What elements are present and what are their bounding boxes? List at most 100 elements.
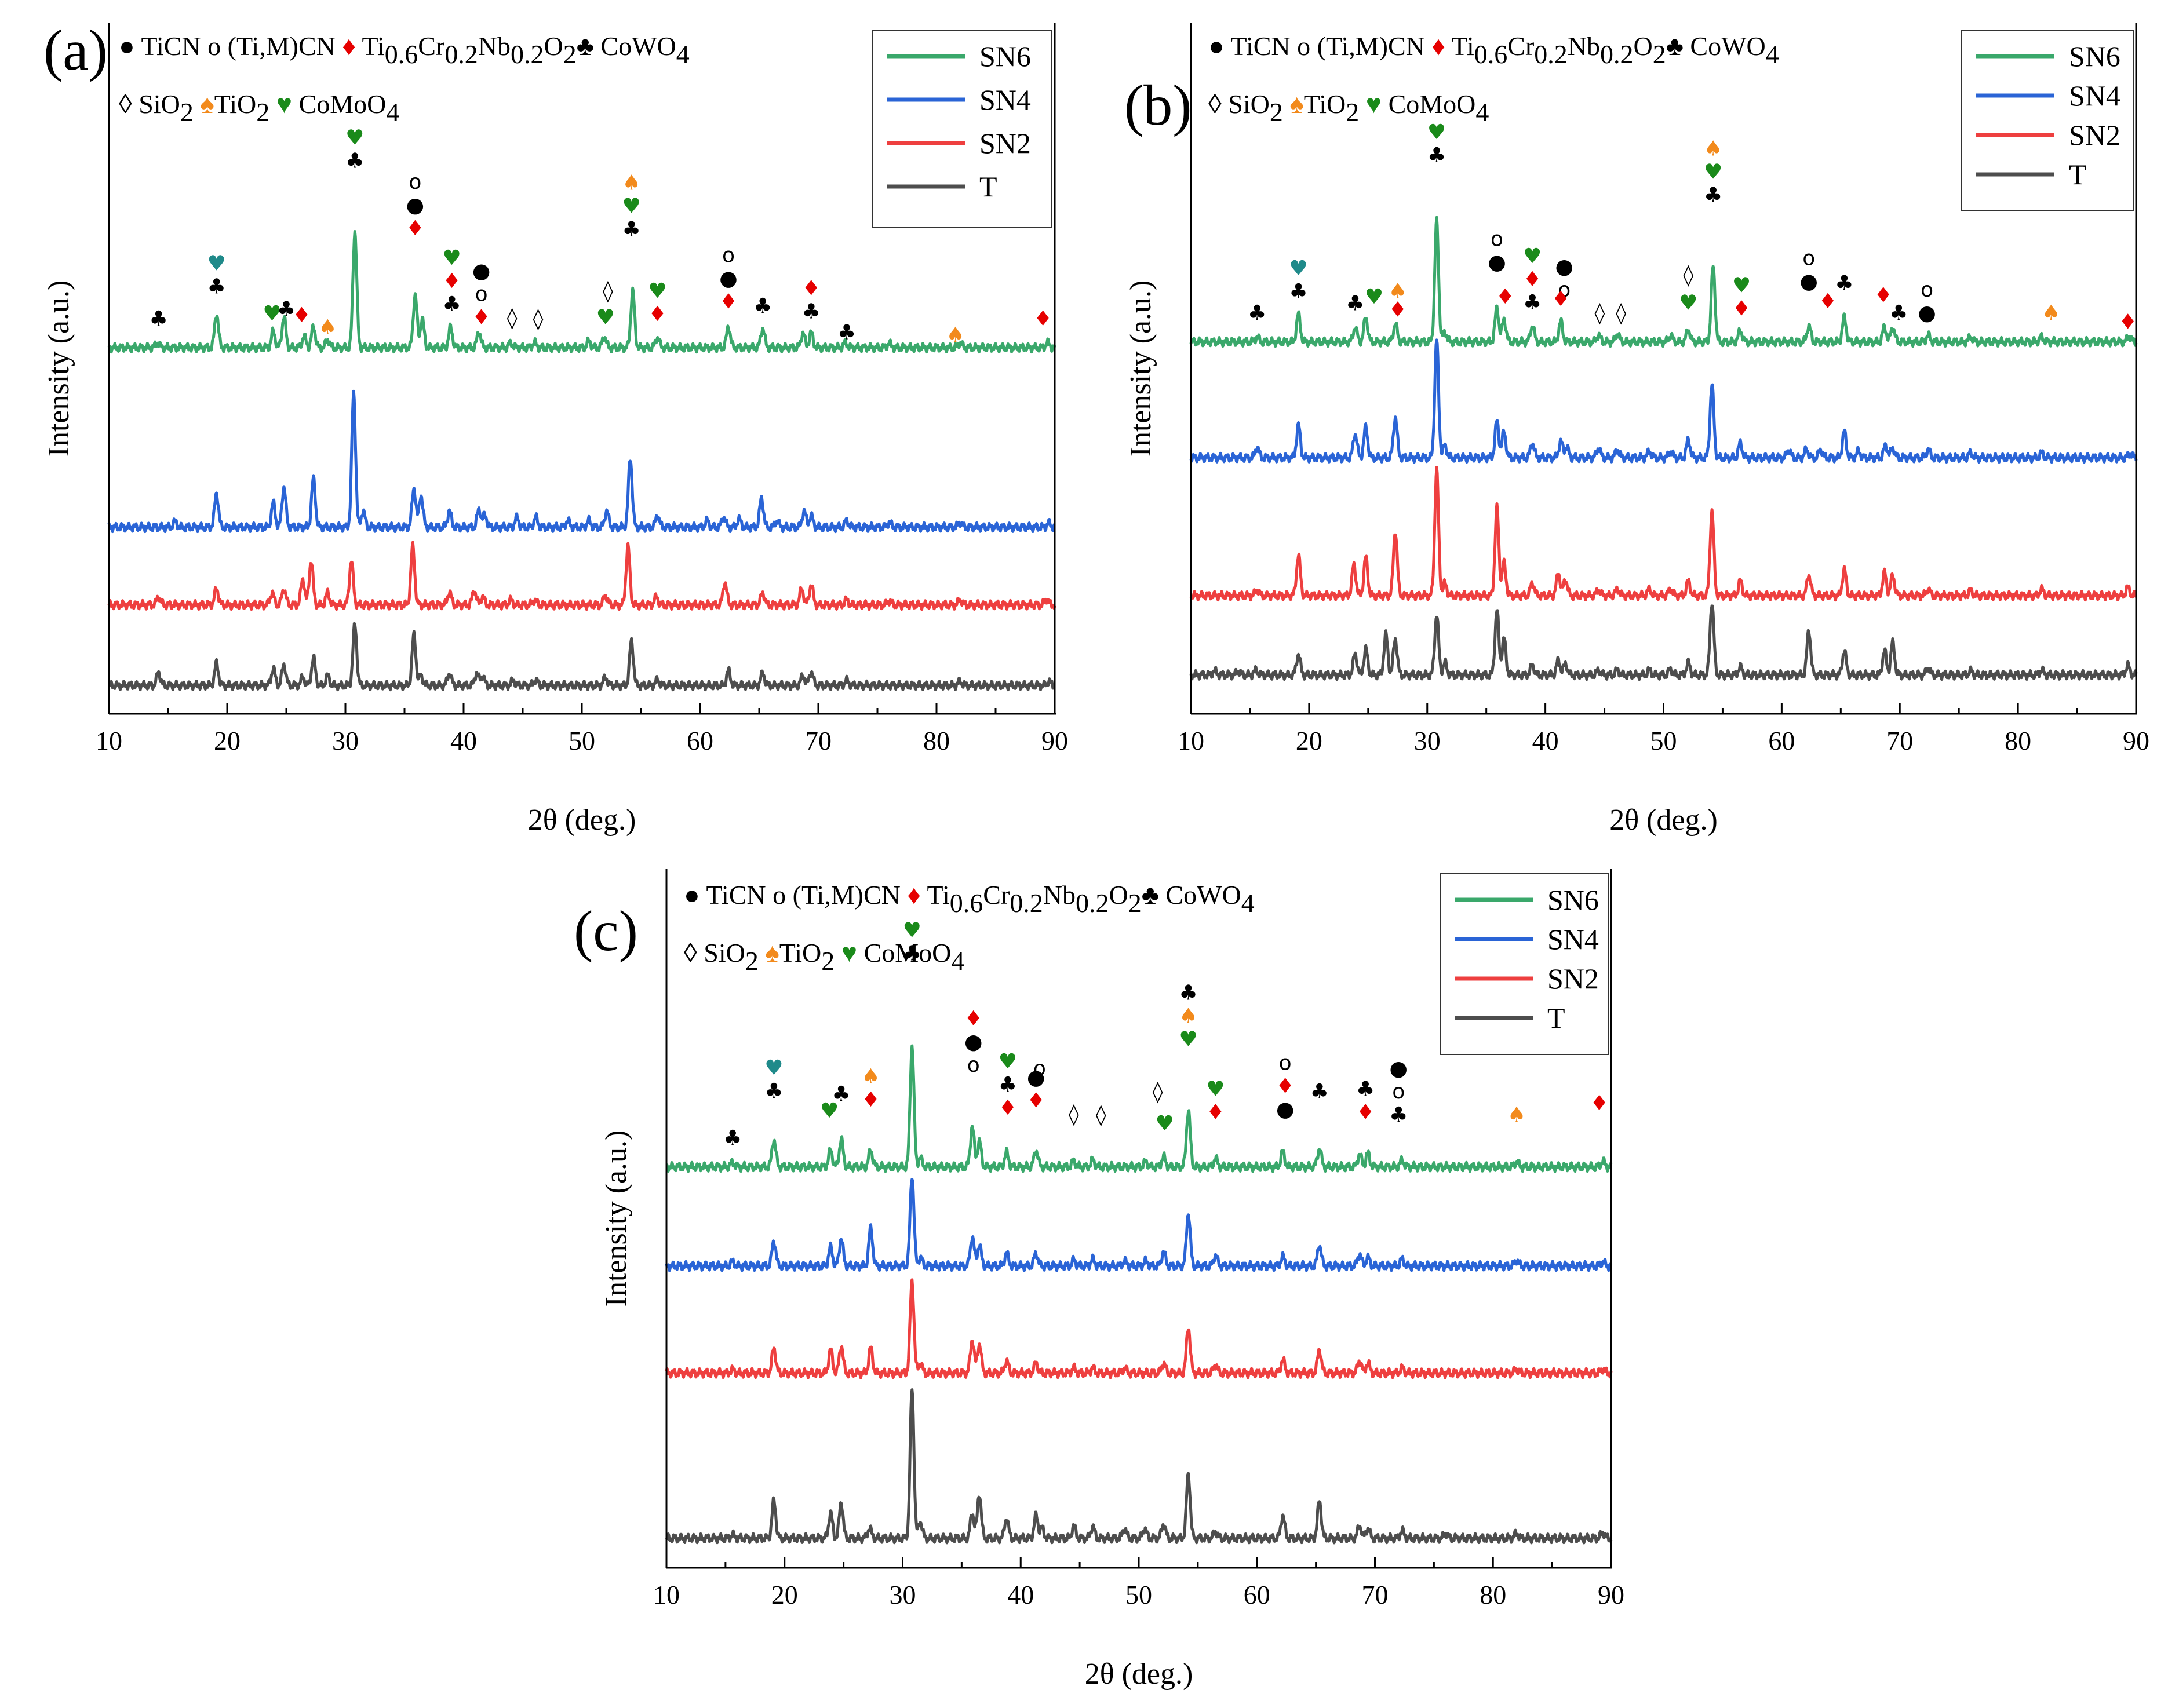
phase-marker-ticn: ● — [1276, 1098, 1294, 1122]
x-tick-label: 30 — [890, 1580, 916, 1610]
phase-marker-tcno: ♦ — [1819, 290, 1837, 313]
panel-a: 10 20 30 40 50 60 70 80 90 2θ (deg.) Intensity (a.… — [42, 18, 1068, 837]
trace-sn6 — [1189, 216, 2138, 348]
phase-marker-cowo4: ♣ — [442, 293, 461, 316]
legend-box — [872, 30, 1052, 228]
phase-marker-cowo4: ♣ — [1356, 1078, 1375, 1101]
legend-entry: SN2 — [979, 127, 1031, 159]
phase-marker-sio2: ◊ — [533, 307, 544, 331]
x-tick-label: 20 — [1296, 726, 1322, 756]
phase-marker-cowo4: ♣ — [277, 298, 296, 322]
phase-marker-tcno: ♦ — [406, 217, 424, 240]
phase-marker-comoo4: ♥ — [820, 1099, 839, 1123]
phase-marker-tcno: ♦ — [648, 302, 666, 326]
legend-entry: T — [1547, 1002, 1565, 1034]
phase-marker-tcno: ♦ — [1027, 1089, 1045, 1112]
x-tick-label: 70 — [805, 726, 832, 756]
y-axis-label: Intensity (a.u.) — [600, 1130, 633, 1307]
phase-marker-ticn: ● — [719, 267, 737, 290]
phase-marker-ticn: ● — [964, 1030, 982, 1054]
phase-marker-tcno: ♦ — [1590, 1092, 1608, 1115]
phase-marker-sio2: ◊ — [1683, 263, 1693, 287]
phase-marker-comoo4: ♥ — [1679, 291, 1697, 315]
phase-marker-comoo4: ♥ — [622, 194, 641, 218]
phase-legend-row2: ◊ SiO2 ♠TiO2 ♥ CoMoO4 — [119, 89, 399, 127]
phase-marker-comoo4: ♥ — [999, 1050, 1017, 1074]
phase-marker-tio2: ♠ — [622, 171, 641, 195]
phase-marker-cowo4: ♣ — [1427, 144, 1446, 167]
trace-sn2 — [107, 541, 1056, 611]
x-tick-label: 50 — [1650, 726, 1677, 756]
phase-marker-tcno: ♦ — [1389, 298, 1407, 322]
legend-entry: T — [979, 170, 997, 203]
phase-marker-timcn: o — [1491, 227, 1503, 251]
trace-sn4 — [1189, 338, 2138, 464]
trace-sn4 — [107, 389, 1056, 534]
trace-t — [665, 1388, 1613, 1545]
phase-marker-timcn: o — [1802, 246, 1815, 270]
phase-legend-row2: ◊ SiO2 ♠TiO2 ♥ CoMoO4 — [684, 938, 964, 976]
phase-marker-ticn: ● — [1390, 1057, 1408, 1081]
x-tick-label: 50 — [569, 726, 595, 756]
legend-entry: SN4 — [979, 83, 1031, 116]
phase-marker-sio2: ◊ — [603, 279, 613, 303]
phase-legend-row1: ● TiCN o (Ti,M)CN ♦ Ti0.6Cr0.2Nb0.2O2♣ C… — [684, 880, 1255, 918]
phase-marker-comoo4: ♥ — [1704, 160, 1722, 184]
phase-marker-cowo4: ♣ — [1179, 981, 1197, 1005]
panel-b: 10 20 30 40 50 60 70 80 90 2θ (deg.) Intensity (a.… — [1124, 23, 2149, 837]
phase-marker-tcno: ♦ — [1206, 1100, 1225, 1124]
legend-entry: SN2 — [1547, 962, 1599, 995]
y-axis-label: Intensity (a.u.) — [1124, 280, 1157, 457]
phase-marker-comoo4: ♥ — [1427, 121, 1446, 144]
phase-marker-cowo4: ♣ — [1523, 291, 1542, 315]
phase-marker-cowo4: ♣ — [150, 307, 168, 331]
panel-label: (a) — [43, 18, 108, 82]
phase-marker-tcno: ♦ — [964, 1007, 983, 1031]
x-tick-label: 90 — [1041, 726, 1068, 756]
legend-entry: SN4 — [1547, 923, 1599, 955]
phase-marker-cowo4: ♣ — [802, 300, 821, 324]
phase-marker-cowo4: ♣ — [1704, 184, 1722, 207]
legend-entry: SN6 — [2069, 40, 2120, 72]
phase-marker-comoo4: ♥ — [1523, 244, 1542, 268]
x-tick-label: 80 — [1480, 1580, 1506, 1610]
phase-legend-row1: ● TiCN o (Ti,M)CN ♦ Ti0.6Cr0.2Nb0.2O2♣ C… — [1208, 31, 1779, 69]
phase-marker-ticn: ● — [472, 259, 490, 283]
phase-legend-row1: ● TiCN o (Ti,M)CN ♦ Ti0.6Cr0.2Nb0.2O2♣ C… — [119, 31, 690, 69]
phase-marker-cowo4: ♣ — [832, 1082, 850, 1106]
x-tick-label: 30 — [332, 726, 359, 756]
phase-marker-comoo4: ♥ — [903, 918, 921, 942]
phase-marker-timcn: o — [1392, 1080, 1405, 1104]
x-tick-label: 60 — [687, 726, 713, 756]
phase-marker-tcno: ♦ — [1551, 287, 1570, 311]
legend-entry: SN6 — [979, 40, 1031, 72]
phase-marker-cowo4: ♣ — [1389, 1103, 1408, 1127]
phase-marker-tio2: ♠ — [861, 1065, 880, 1089]
trace-sn2 — [665, 1278, 1613, 1379]
phase-marker-ticn: ● — [406, 194, 424, 217]
panel-label: (b) — [1124, 73, 1192, 137]
phase-marker-cowo4: ♣ — [1310, 1080, 1329, 1104]
legend-entry: T — [2069, 158, 2087, 191]
x-tick-label: 50 — [1125, 1580, 1152, 1610]
x-tick-label: 80 — [923, 726, 950, 756]
phase-marker-tcno: ♦ — [1356, 1101, 1375, 1125]
phase-marker-ticn: ● — [1800, 269, 1818, 293]
phase-marker-tio2: ♠ — [1389, 280, 1407, 304]
legend-entry: SN4 — [2069, 79, 2120, 112]
phase-marker-comoo4: ♥ — [263, 302, 281, 326]
phase-marker-sio2: ◊ — [1153, 1080, 1163, 1104]
phase-marker-tcno: ♦ — [861, 1088, 880, 1112]
x-tick-label: 90 — [1598, 1580, 1624, 1610]
trace-sn4 — [665, 1178, 1613, 1272]
phase-marker-comoo4: ♥ — [1156, 1112, 1174, 1136]
x-tick-label: 20 — [214, 726, 241, 756]
phase-marker-comoo4: ♥ — [1179, 1028, 1197, 1052]
phase-marker-comoo4: ♥ — [1365, 285, 1383, 309]
x-tick-label: 40 — [1007, 1580, 1034, 1610]
phase-marker-tcno: ♦ — [719, 290, 738, 313]
phase-marker-comoo4: ♥ — [648, 279, 666, 303]
x-tick-label: 90 — [2123, 726, 2149, 756]
phase-marker-comoo4: ♥ — [596, 306, 615, 330]
